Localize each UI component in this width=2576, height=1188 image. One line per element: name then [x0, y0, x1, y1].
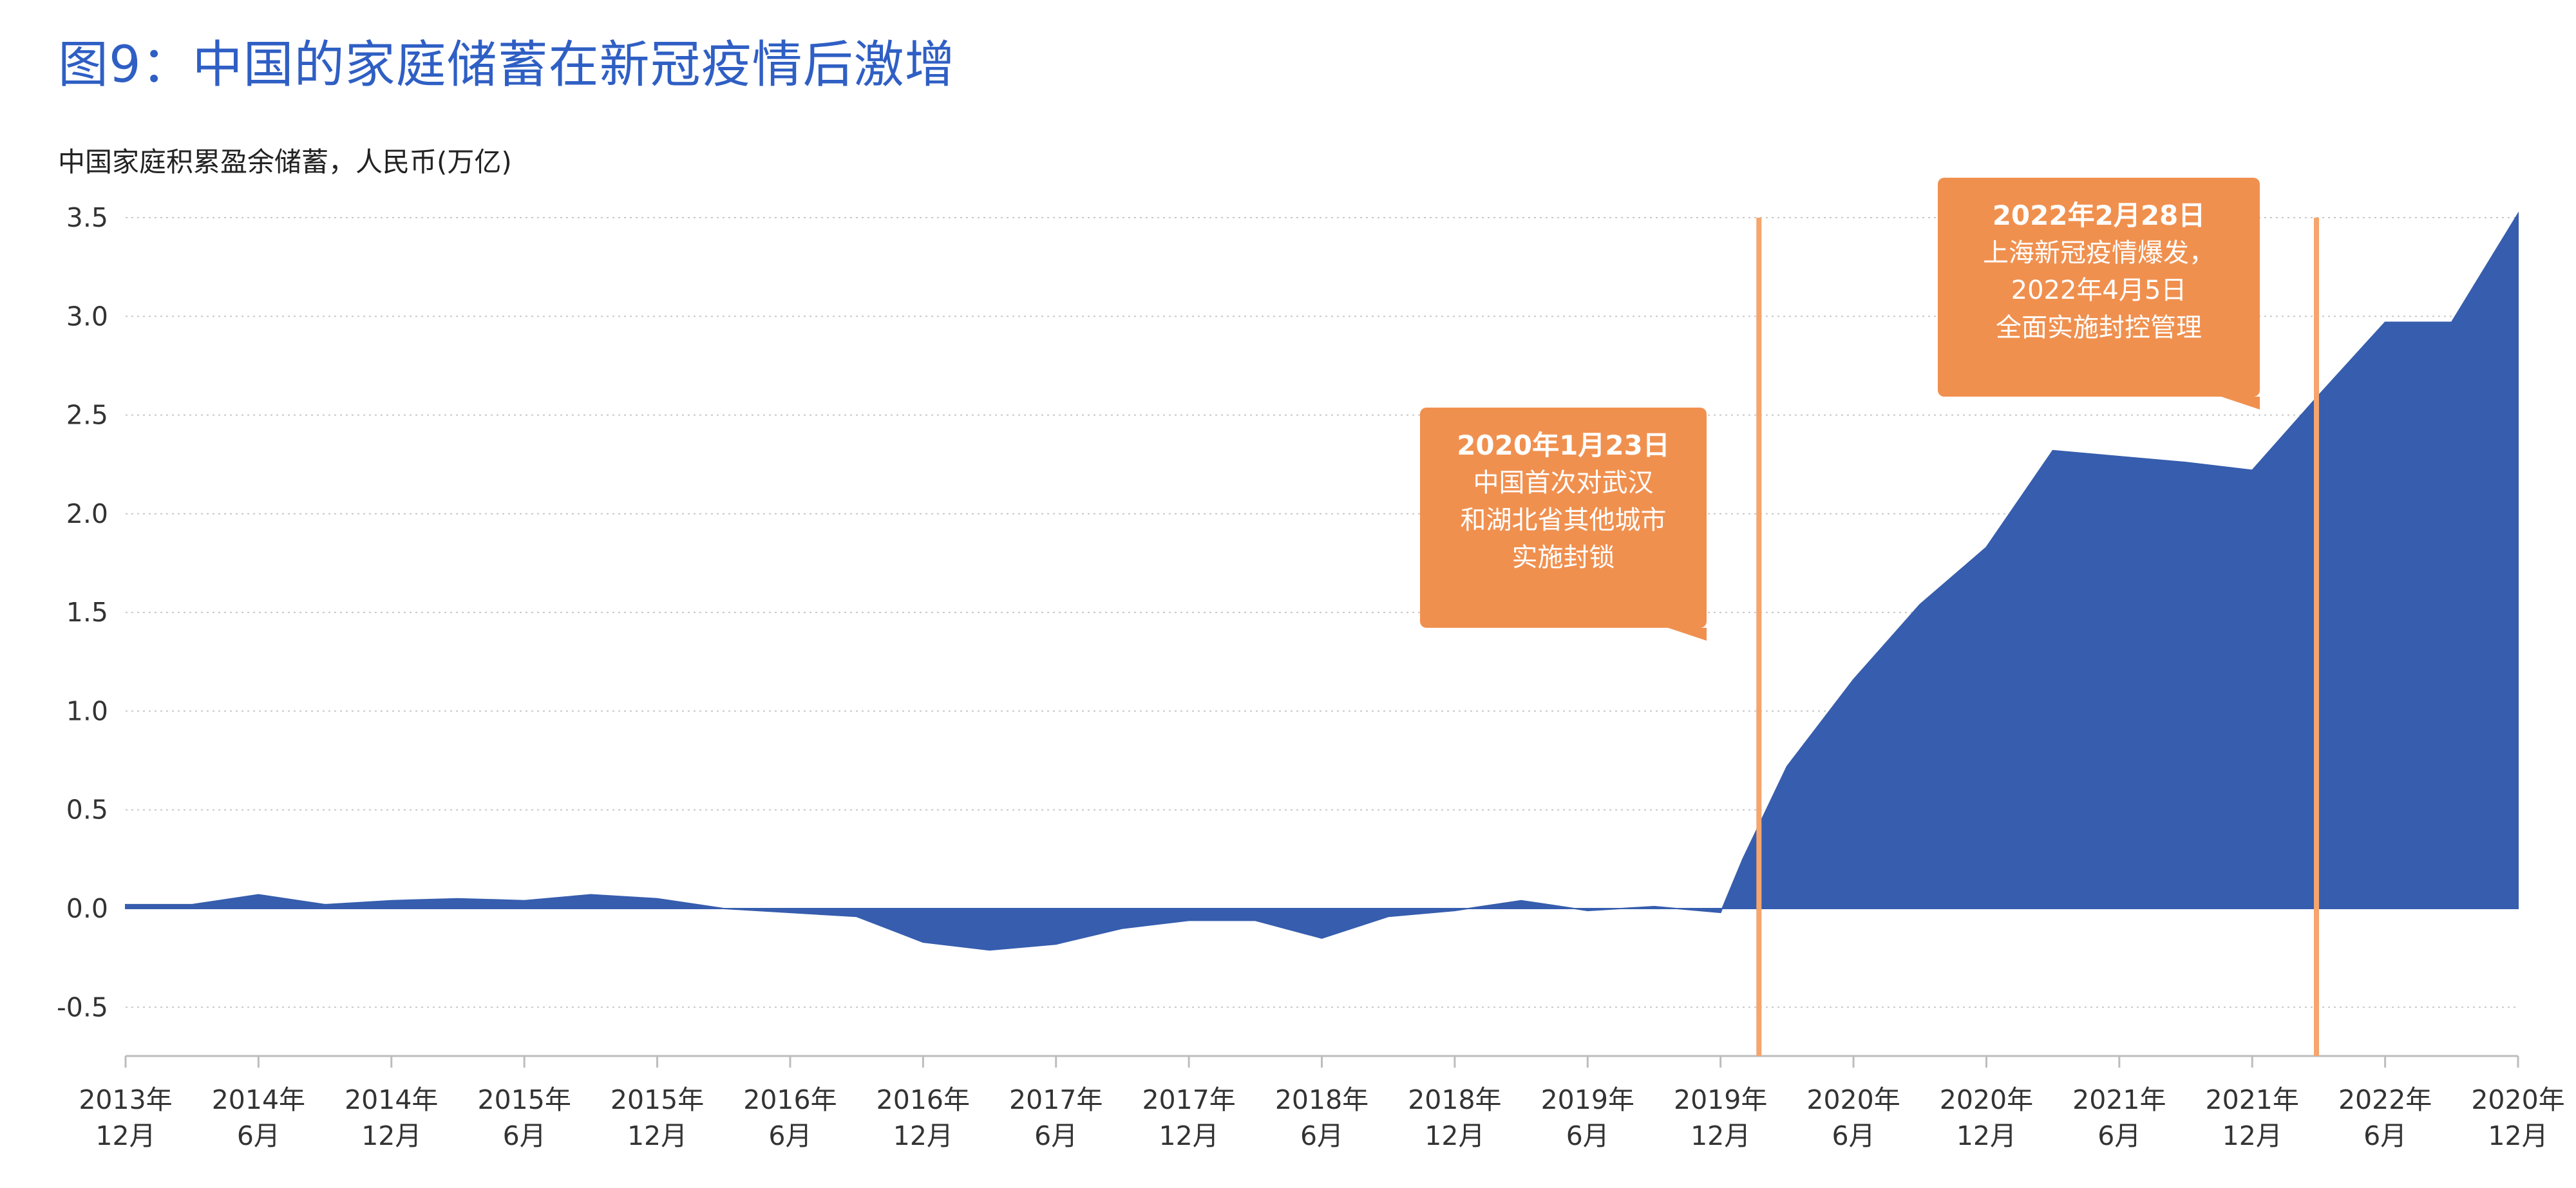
annotation-text-line: 和湖北省其他城市 [1460, 505, 1667, 535]
x-tick-label-month: 6月 [1300, 1120, 1343, 1151]
x-tick-label-month: 6月 [503, 1120, 546, 1151]
annotation-text-line: 2022年4月5日 [2011, 276, 2187, 305]
x-tick-label-year: 2020年 [2471, 1084, 2564, 1115]
y-tick-label: 3.5 [66, 202, 108, 233]
y-tick-label: 1.0 [66, 695, 108, 726]
annotation-text-line: 中国首次对武汉 [1473, 468, 1654, 498]
y-tick-label: 2.5 [66, 400, 108, 431]
x-tick-label-year: 2014年 [345, 1084, 438, 1115]
area-series [125, 211, 2519, 951]
x-tick-label-year: 2020年 [1806, 1084, 1900, 1115]
annotation-text-line: 上海新冠疫情爆发， [1983, 238, 2215, 268]
y-tick-label: 2.0 [66, 498, 108, 529]
x-tick-label-year: 2022年 [2338, 1084, 2432, 1115]
x-tick-label-month: 12月 [2488, 1120, 2548, 1151]
x-tick-label-year: 2018年 [1408, 1084, 1501, 1115]
x-tick-label-month: 6月 [1034, 1120, 1077, 1151]
x-tick-label-month: 6月 [1832, 1120, 1875, 1151]
annotation-text-line: 全面实施封控管理 [1996, 313, 2202, 343]
x-tick-label-month: 6月 [2363, 1120, 2407, 1151]
x-tick-label-month: 12月 [95, 1120, 155, 1151]
x-tick-label-month: 12月 [361, 1120, 421, 1151]
y-axis-ticks: 3.5 3.0 2.5 2.0 1.5 1.0 0.5 0.0 -0.5 [57, 202, 108, 1023]
x-tick-label-year: 2013年 [79, 1084, 172, 1115]
x-tick-label-year: 2016年 [876, 1084, 970, 1115]
x-tick-label-year: 2015年 [477, 1084, 571, 1115]
x-tick-label-month: 6月 [237, 1120, 280, 1151]
annotation-date: 2022年2月28日 [1992, 200, 2206, 231]
x-tick-label-year: 2021年 [2072, 1084, 2166, 1115]
x-tick-label-year: 2017年 [1009, 1084, 1103, 1115]
area-series-fill [125, 211, 2519, 951]
x-tick-label-year: 2021年 [2206, 1084, 2299, 1115]
x-tick-label-year: 2016年 [743, 1084, 837, 1115]
y-axis-title: 中国家庭积累盈余储蓄，人民币(万亿) [58, 146, 512, 178]
y-tick-label: 3.0 [66, 301, 108, 332]
x-tick-label-month: 12月 [893, 1120, 953, 1151]
x-tick-label-year: 2015年 [611, 1084, 704, 1115]
y-tick-label: -0.5 [57, 992, 108, 1023]
x-tick-label-month: 6月 [2098, 1120, 2141, 1151]
x-tick-label-month: 12月 [1956, 1120, 2016, 1151]
annotation-shanghai-outbreak: 2022年2月28日 上海新冠疫情爆发， 2022年4月5日 全面实施封控管理 [1938, 178, 2260, 410]
x-tick-label-month: 6月 [1566, 1120, 1609, 1151]
x-tick-label-year: 2014年 [212, 1084, 305, 1115]
event-lines [1756, 218, 2319, 1056]
x-tick-label-year: 2018年 [1275, 1084, 1368, 1115]
x-tick-label-month: 6月 [768, 1120, 811, 1151]
y-tick-label: 1.5 [66, 597, 108, 628]
y-tick-label: 0.0 [66, 893, 108, 924]
chart-title: 图9：中国的家庭储蓄在新冠疫情后激增 [58, 36, 956, 94]
x-tick-label-year: 2017年 [1142, 1084, 1235, 1115]
annotation-date: 2020年1月23日 [1457, 429, 1670, 461]
annotation-text-line: 实施封锁 [1511, 543, 1615, 572]
y-tick-label: 0.5 [66, 795, 108, 825]
x-tick-label-month: 12月 [1425, 1120, 1484, 1151]
x-axis-ticks: 2013年 12月 2014年 6月 2014年 12月 2015年 6月 2015年 12月 20… [79, 1056, 2565, 1151]
x-tick-label-year: 2020年 [1940, 1084, 2033, 1115]
x-tick-label-year: 2019年 [1674, 1084, 1767, 1115]
x-tick-label-month: 12月 [2222, 1120, 2282, 1151]
x-tick-label-month: 12月 [1159, 1120, 1219, 1151]
x-tick-label-month: 12月 [1690, 1120, 1750, 1151]
annotation-wuhan-lockdown: 2020年1月23日 中国首次对武汉 和湖北省其他城市 实施封锁 [1420, 408, 1707, 641]
x-tick-label-month: 12月 [627, 1120, 687, 1151]
x-tick-label-year: 2019年 [1541, 1084, 1634, 1115]
